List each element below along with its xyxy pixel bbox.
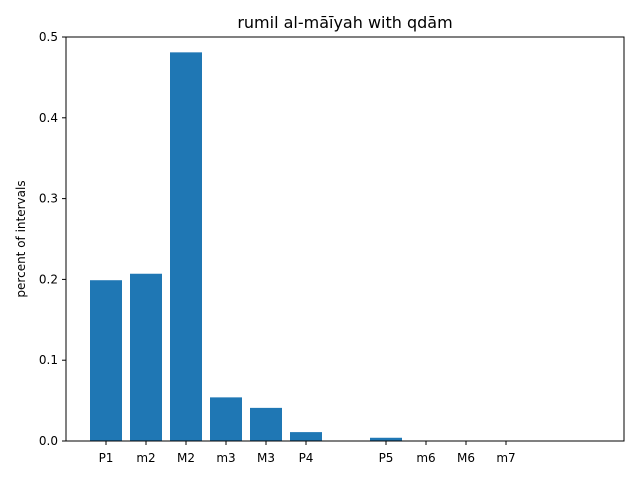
y-tick-label: 0.4 (39, 111, 58, 125)
y-axis-label: percent of intervals (14, 180, 28, 297)
bar-M2 (170, 52, 202, 442)
y-tick-label: 0.2 (39, 272, 58, 286)
x-axis-ticks: P1 m2 M2 m3 M3 P4 P5 m6 M6 m7 (99, 441, 516, 465)
x-tick-label: P4 (299, 451, 314, 465)
y-axis-ticks: 0.0 0.1 0.2 0.3 0.4 0.5 (39, 30, 66, 448)
x-tick-label: M6 (457, 451, 475, 465)
plot-area-frame (65, 36, 625, 442)
y-tick-label: 0.3 (39, 192, 58, 206)
x-tick-label: m3 (216, 451, 235, 465)
y-tick-label: 0.1 (39, 353, 58, 367)
bar-P1 (90, 280, 122, 441)
bars-group (90, 52, 402, 442)
x-tick-label: m6 (416, 451, 435, 465)
chart-title: rumil al-māīyah with qdām (237, 13, 452, 32)
x-tick-label: M3 (257, 451, 275, 465)
bar-P5 (370, 437, 402, 441)
x-tick-label: M2 (177, 451, 195, 465)
x-tick-label: m2 (136, 451, 155, 465)
x-tick-label: P1 (99, 451, 114, 465)
bar-P4 (290, 432, 322, 441)
y-tick-label: 0.5 (39, 30, 58, 44)
bar-M3 (250, 407, 282, 441)
y-tick-label: 0.0 (39, 434, 58, 448)
bar-m2 (130, 273, 162, 441)
x-tick-label: m7 (496, 451, 515, 465)
x-tick-label: P5 (379, 451, 394, 465)
bar-m3 (210, 397, 242, 441)
